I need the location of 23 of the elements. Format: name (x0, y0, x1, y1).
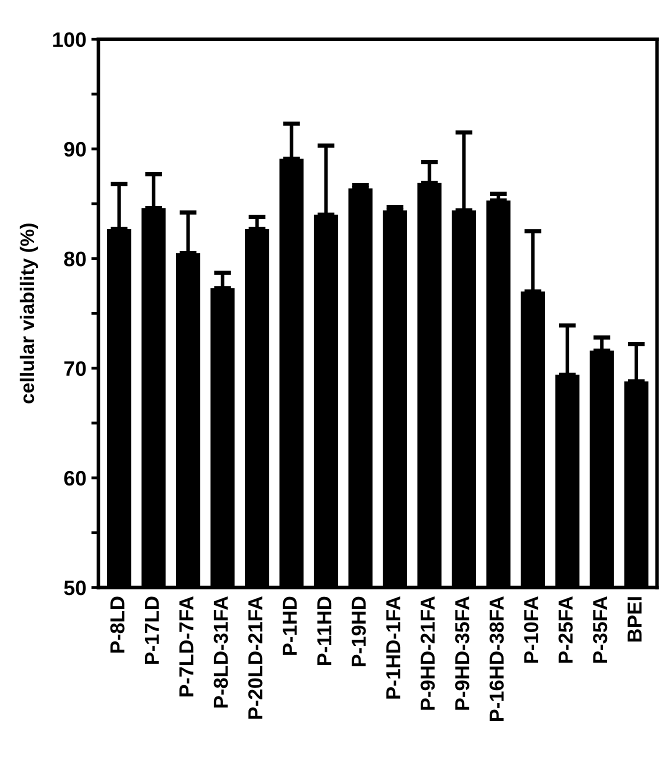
x-tick-label: P-35FA (592, 596, 608, 663)
x-tick-label: P-25FA (558, 596, 573, 663)
y-axis-title: cellular viability (%) (20, 224, 38, 404)
x-tick-label: P-10FA (524, 596, 538, 663)
y-tick-label: 80 (64, 252, 86, 266)
x-tick-label: P-16HD-38FA (490, 596, 504, 721)
x-tick-label: P-8LD (110, 596, 125, 653)
x-tick-label: P-8LD-31FA (214, 596, 228, 708)
x-tick-label: P-1HD-1FA (386, 596, 400, 699)
x-tick-label: P-9HD-35FA (455, 596, 470, 710)
x-tick-label: P-1HD (282, 596, 297, 655)
x-tick-label: P-19HD (352, 596, 366, 666)
x-tick-label: P-11HD (317, 596, 332, 666)
y-tick-label: 90 (64, 142, 86, 157)
x-tick-label: P-17LD (144, 596, 159, 664)
x-tick-label: P-20LD-21FA (248, 596, 262, 719)
y-tick-label: 70 (64, 361, 86, 376)
y-tick-label: 50 (64, 580, 86, 596)
y-tick-label: 100 (53, 32, 86, 48)
y-tick-label: 60 (64, 470, 86, 486)
x-tick-label: BPEI (628, 597, 642, 642)
x-tick-label: P-9HD-21FA (420, 596, 435, 710)
x-tick-label: P-7LD-7FA (179, 596, 194, 696)
